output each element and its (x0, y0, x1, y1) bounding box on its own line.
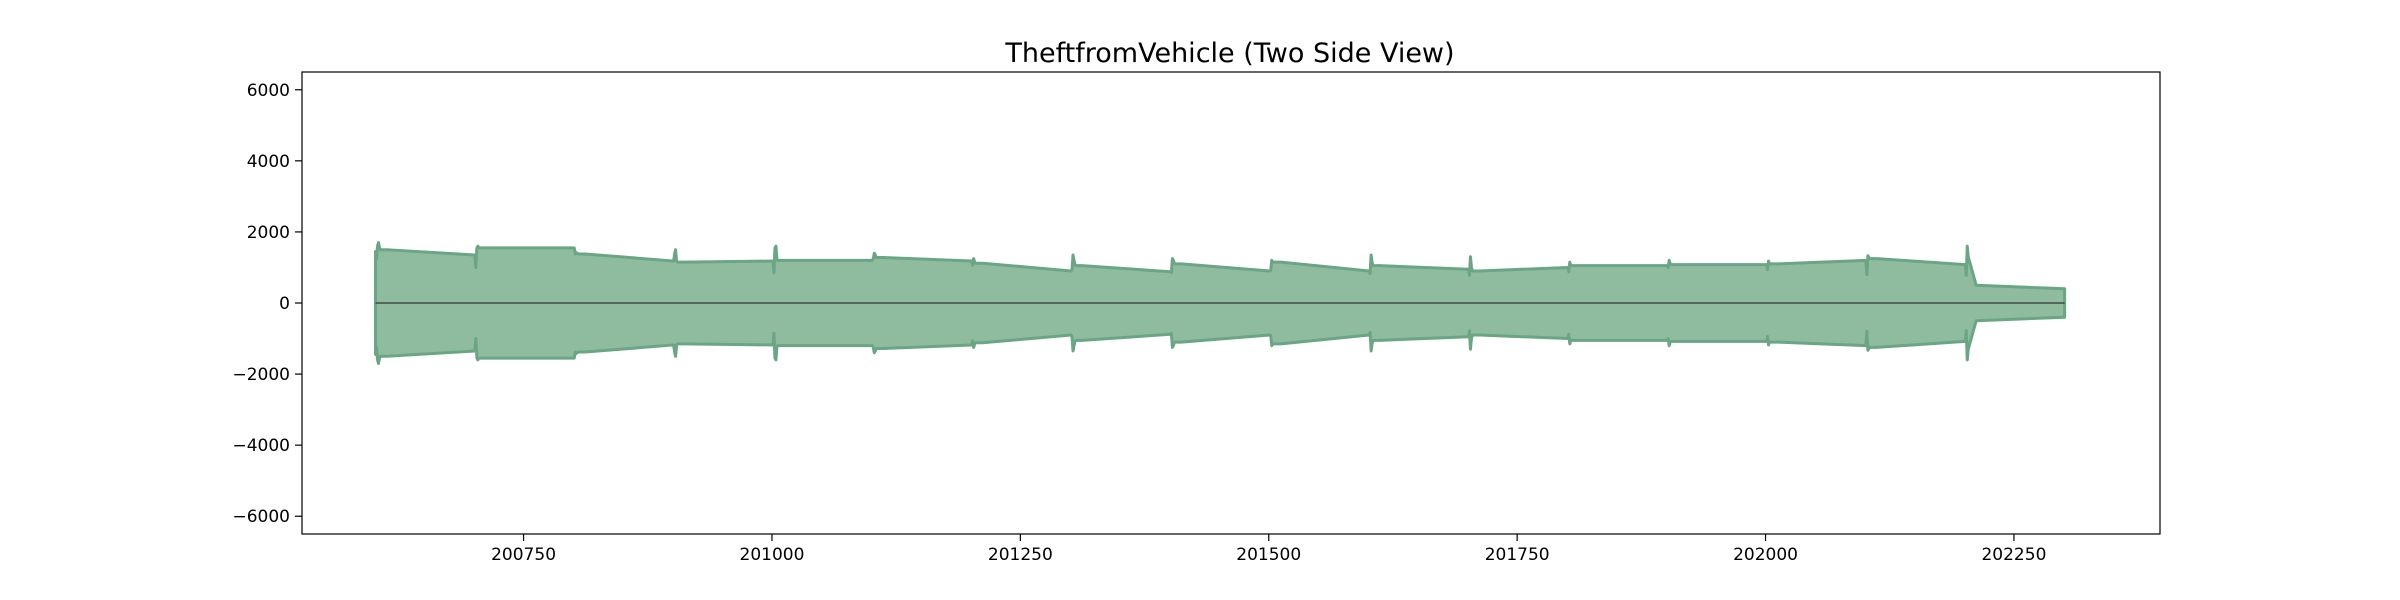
x-tick-label: 202250 (1981, 545, 2046, 565)
y-tick-label: −6000 (232, 507, 290, 527)
y-axis: 6000 4000 2000 0 −2000 −4000 −6000 (232, 81, 302, 527)
plot-area (301, 71, 2161, 535)
x-tick-label: 202000 (1733, 545, 1798, 565)
y-tick-label: 2000 (247, 223, 290, 243)
y-tick-label: 0 (279, 294, 290, 314)
x-tick-label: 201750 (1485, 545, 1550, 565)
chart-title: TheftfromVehicle (Two Side View) (1004, 38, 1454, 69)
y-tick-label: 6000 (247, 81, 290, 101)
y-tick-label: 4000 (247, 152, 290, 172)
y-tick-label: −4000 (232, 436, 290, 456)
x-tick-label: 200750 (491, 545, 556, 565)
x-tick-label: 201250 (988, 545, 1053, 565)
x-axis: 200750 201000 201250 201500 201750 202000 2022… (491, 534, 2046, 565)
series-layer (374, 241, 2067, 365)
y-tick-label: −2000 (232, 365, 290, 385)
x-tick-label: 201000 (740, 545, 805, 565)
x-tick-label: 201500 (1236, 545, 1301, 565)
